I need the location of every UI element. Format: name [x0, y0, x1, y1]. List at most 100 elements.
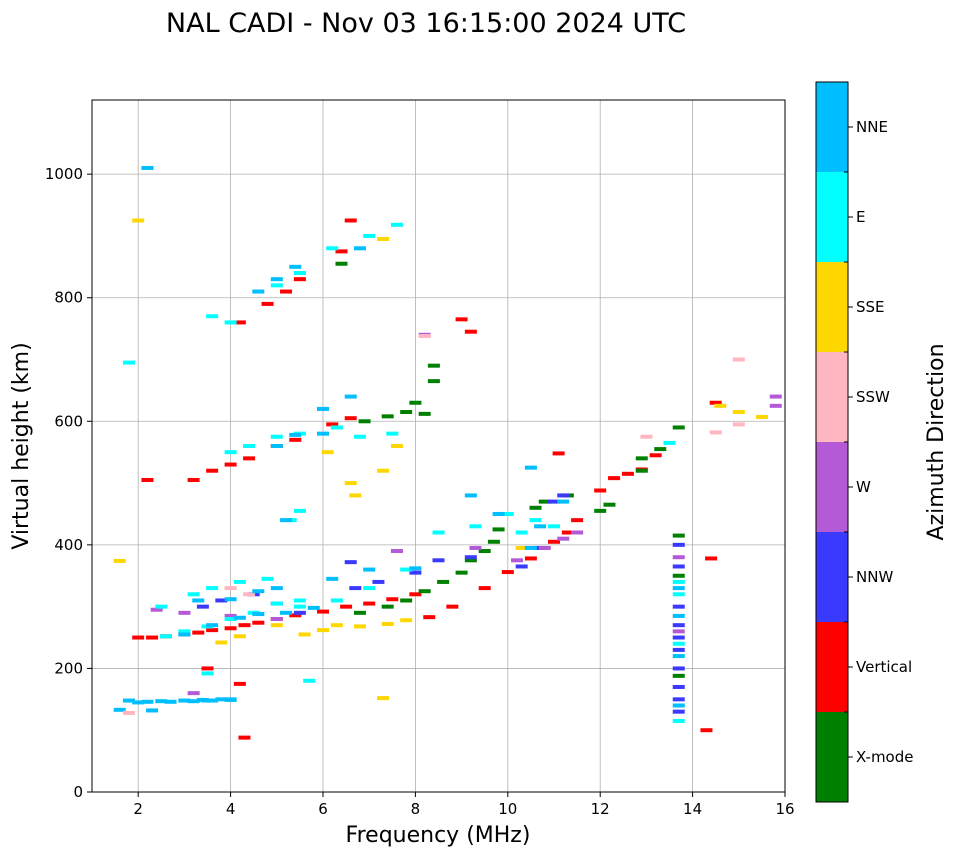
echo-point-x-mode	[353, 610, 366, 615]
echo-point-e	[326, 246, 339, 251]
echo-point-vertical	[409, 592, 422, 597]
echo-point-w	[469, 545, 482, 550]
echo-point-e	[224, 617, 237, 621]
echo-point-vertical	[224, 626, 237, 631]
echo-point-w	[571, 530, 584, 535]
echo-point-vertical	[608, 476, 621, 481]
echo-point-x-mode	[538, 499, 551, 504]
colorbar-tick-label: NNW	[856, 568, 893, 586]
colorbar-tick-label: E	[856, 208, 865, 226]
echo-point-vertical	[187, 477, 200, 482]
echo-point-vertical	[621, 471, 634, 476]
echo-point-nne	[672, 703, 685, 708]
echo-point-w	[538, 545, 551, 550]
echo-point-sse	[233, 634, 246, 639]
echo-point-nnw	[293, 610, 306, 615]
echo-point-e	[515, 530, 528, 535]
echo-point-e	[270, 601, 283, 606]
echo-point-w	[769, 403, 782, 408]
echo-point-e	[363, 233, 376, 238]
x-tick-label: 8	[411, 800, 421, 818]
echo-point-w	[187, 691, 200, 696]
echo-point-nne	[252, 612, 265, 617]
echo-point-nne	[113, 707, 126, 712]
echo-point-nne	[464, 493, 477, 498]
data-points	[113, 165, 782, 740]
echo-point-nne	[270, 277, 283, 282]
echo-point-nne	[289, 264, 302, 269]
colorbar: X-mode Vertical NNW W SSW SSE E NNE	[815, 81, 913, 803]
echo-point-vertical	[552, 451, 565, 456]
echo-point-e	[155, 604, 168, 609]
echo-point-nne	[534, 524, 547, 529]
echo-point-sse	[714, 403, 727, 408]
echo-point-x-mode	[400, 598, 413, 603]
echo-point-nne	[132, 700, 145, 705]
echo-point-nne	[409, 566, 422, 571]
echo-point-x-mode	[427, 363, 440, 368]
echo-point-nne	[672, 586, 685, 591]
echo-point-nne	[289, 432, 302, 437]
colorbar-segment	[816, 262, 848, 352]
echo-point-sse	[215, 640, 228, 645]
echo-point-x-mode	[529, 505, 542, 510]
echo-point-e	[663, 440, 676, 445]
echo-point-e	[270, 283, 283, 288]
echo-point-e	[233, 579, 246, 584]
echo-point-nne	[280, 610, 293, 615]
echo-point-nne	[141, 699, 154, 704]
echo-point-vertical	[233, 681, 246, 686]
colorbar-segment	[816, 622, 848, 712]
echo-point-e	[501, 511, 514, 516]
echo-point-vertical	[317, 609, 329, 614]
echo-point-sse	[381, 621, 394, 626]
colorbar-tick-label: SSW	[856, 388, 890, 406]
echo-point-ssw	[243, 592, 256, 597]
echo-point-sse	[330, 623, 343, 628]
echo-point-nnw	[196, 604, 209, 609]
echo-point-vertical	[649, 453, 662, 458]
echo-point-x-mode	[603, 502, 616, 507]
echo-point-nnw	[557, 493, 570, 498]
y-tick-label: 800	[54, 289, 83, 307]
echo-point-nne	[317, 431, 329, 436]
echo-point-e	[672, 718, 685, 723]
echo-point-ssw	[224, 586, 237, 591]
echo-point-nne	[280, 518, 293, 523]
echo-point-x-mode	[427, 379, 440, 384]
echo-point-e	[529, 518, 542, 523]
echo-point-nne	[363, 567, 376, 572]
echo-point-nne	[270, 444, 283, 448]
y-tick-label: 200	[54, 659, 83, 677]
echo-point-vertical	[201, 666, 214, 671]
echo-point-x-mode	[635, 468, 648, 473]
x-tick-label: 6	[318, 800, 328, 818]
echo-point-nne	[192, 598, 205, 603]
colorbar-tick-label: Vertical	[856, 658, 912, 676]
echo-point-e	[122, 360, 135, 365]
echo-point-nne	[524, 545, 537, 550]
echo-point-sse	[377, 468, 390, 473]
echo-point-nne	[252, 589, 265, 594]
echo-point-e	[303, 678, 316, 683]
echo-point-e	[432, 530, 445, 535]
echo-point-vertical	[340, 604, 353, 609]
echo-point-nne	[155, 699, 168, 704]
echo-point-x-mode	[654, 447, 667, 452]
echo-point-ssw	[122, 710, 135, 715]
echo-point-vertical	[548, 539, 560, 544]
echo-point-vertical	[386, 597, 399, 602]
colorbar-segment	[816, 82, 848, 172]
echo-point-w	[178, 610, 191, 615]
echo-point-nne	[317, 406, 329, 411]
y-tick-label: 0	[73, 783, 83, 801]
x-tick-label: 4	[226, 800, 236, 818]
echo-point-nnw	[672, 604, 685, 609]
echo-point-nne	[224, 597, 237, 602]
echo-point-sse	[317, 628, 329, 633]
echo-point-nnw	[349, 586, 362, 591]
echo-point-e	[293, 508, 306, 513]
echo-point-nne	[201, 698, 214, 703]
echo-point-e	[178, 629, 191, 634]
colorbar-segment	[816, 172, 848, 262]
